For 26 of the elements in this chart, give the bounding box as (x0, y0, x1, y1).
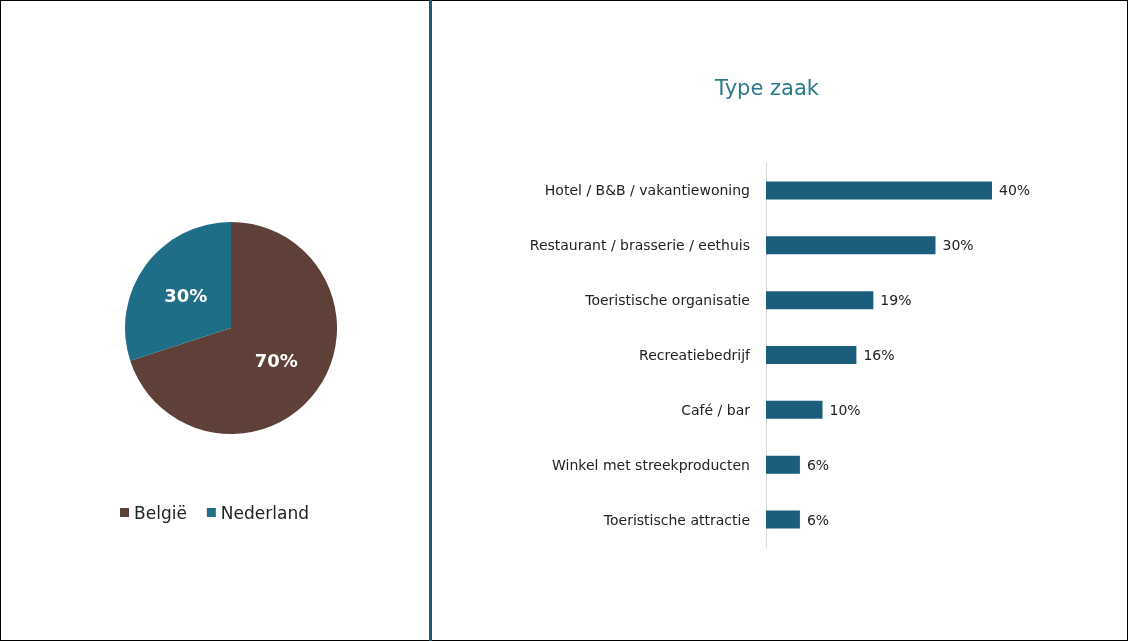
data-label: 6% (806, 511, 830, 528)
chart-title: Type zaak (714, 75, 820, 100)
y-tick-label: Restaurant / brasserie / eethuis (529, 237, 750, 254)
bar (766, 291, 874, 310)
bar (766, 236, 936, 255)
y-tick-label: Hotel / B&B / vakantiewoning (544, 182, 750, 199)
bar (766, 346, 857, 364)
data-label: 30% (164, 284, 208, 306)
legend-label: Nederland (220, 502, 309, 523)
data-label: 10% (829, 401, 861, 418)
y-tick-label: Toeristische attractie (602, 511, 750, 528)
bar (766, 510, 800, 529)
data-label: 70% (254, 350, 298, 372)
data-label: 6% (806, 456, 830, 473)
data-label: 19% (880, 292, 912, 309)
y-tick-label: Toeristische organisatie (584, 292, 750, 309)
data-label: 30% (942, 237, 974, 254)
legend-label: België (134, 502, 187, 523)
bar (766, 400, 823, 419)
y-tick-label: Winkel met streekproducten (552, 456, 750, 473)
data-label: 16% (863, 347, 895, 363)
bar (766, 181, 992, 200)
bar (766, 455, 800, 474)
y-tick-label: Café / bar (681, 401, 751, 418)
data-label: 40% (999, 182, 1031, 199)
y-tick-label: Recreatiebedrijf (639, 347, 752, 363)
